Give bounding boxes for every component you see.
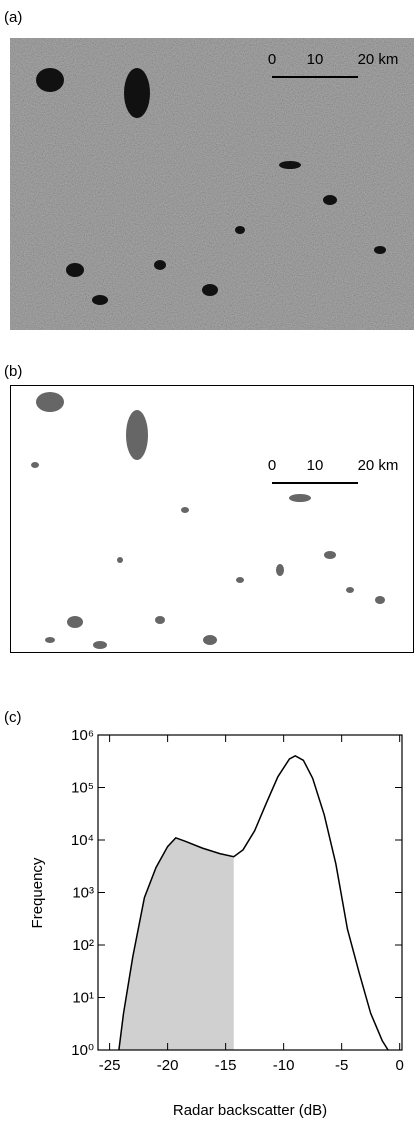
scale-label: 20 km (358, 51, 399, 68)
y-axis-label: Frequency (29, 857, 46, 928)
panel-label: (a) (4, 9, 22, 26)
x-tick-label: -25 (99, 1057, 121, 1074)
y-tick-label: 10⁶ (71, 727, 94, 744)
y-tick-label: 10³ (72, 885, 94, 902)
scale-label: 0 (268, 457, 276, 474)
classified-image (10, 385, 414, 653)
y-tick-label: 10⁴ (71, 832, 94, 849)
x-tick-label: -10 (273, 1057, 295, 1074)
y-tick-label: 10⁰ (71, 1042, 94, 1059)
x-tick-label: -15 (215, 1057, 237, 1074)
scale-label: 20 km (358, 457, 399, 474)
radar-image (10, 38, 414, 330)
scale-label: 10 (307, 51, 324, 68)
histogram-line (118, 755, 389, 1051)
x-tick-label: 0 (396, 1057, 404, 1074)
scale-label: 0 (268, 51, 276, 68)
y-tick-label: 10² (72, 937, 94, 954)
scale-label: 10 (307, 457, 324, 474)
y-tick-label: 10⁵ (71, 780, 94, 797)
y-tick-label: 10¹ (72, 990, 94, 1007)
shaded-area (118, 837, 234, 1050)
panel-label: (c) (4, 709, 22, 726)
x-axis-label: Radar backscatter (dB) (173, 1102, 327, 1119)
panel-label: (b) (4, 363, 22, 380)
x-tick-label: -5 (335, 1057, 348, 1074)
x-tick-label: -20 (157, 1057, 179, 1074)
